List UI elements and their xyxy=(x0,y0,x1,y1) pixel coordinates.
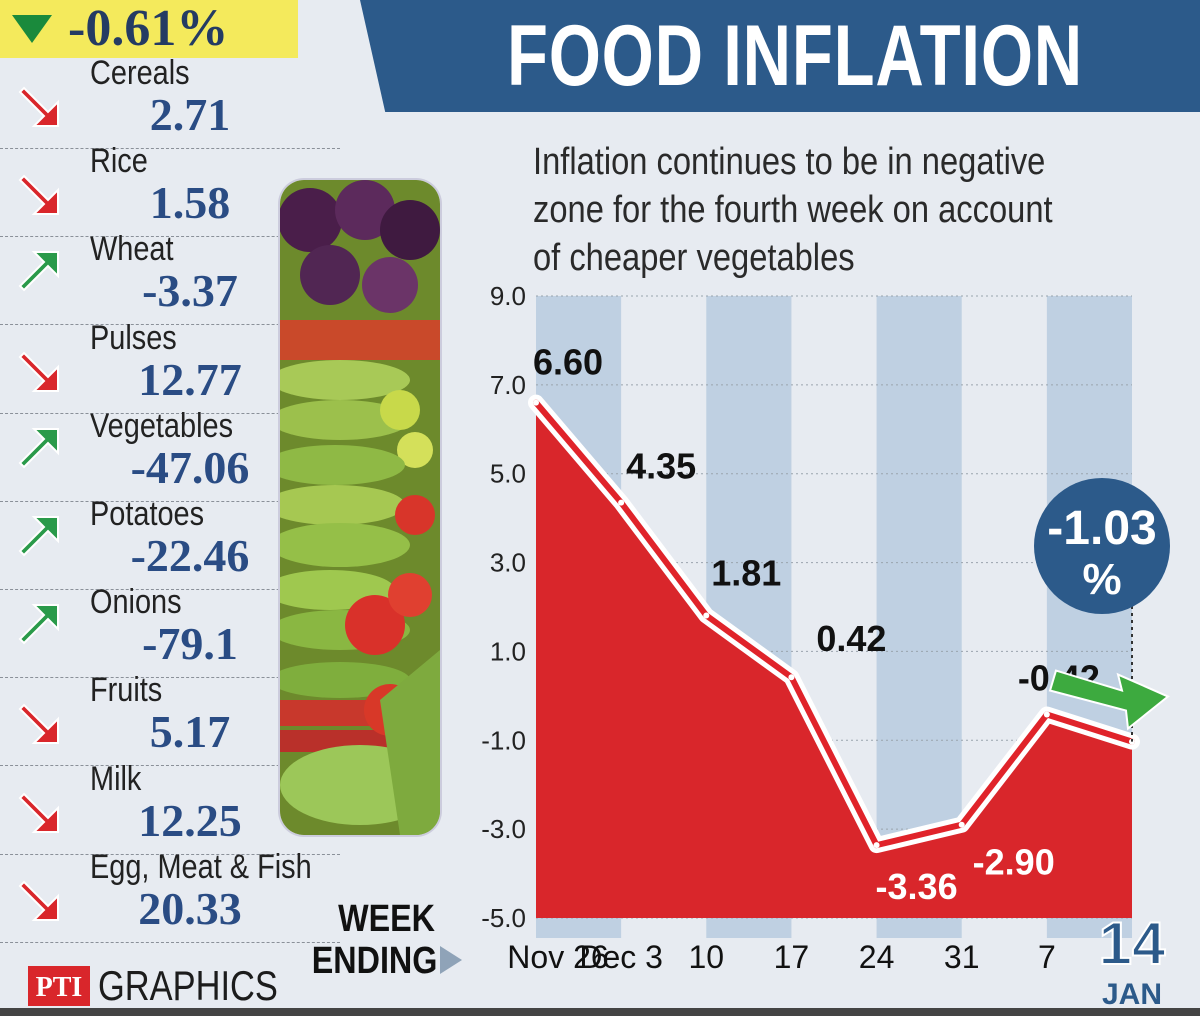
commodity-value: 12.77 xyxy=(138,353,242,405)
commodity-item: Vegetables -47.06 xyxy=(0,407,340,502)
y-tick-label: -5.0 xyxy=(481,903,526,933)
play-triangle-icon xyxy=(440,946,462,974)
commodity-name: Cereals xyxy=(90,54,190,92)
data-label: 1.81 xyxy=(711,552,781,593)
commodity-value: 20.33 xyxy=(138,882,242,934)
highlight-badge xyxy=(1034,478,1170,614)
commodity-name: Vegetables xyxy=(90,406,234,445)
vegetables-illustration xyxy=(280,180,440,835)
commodity-value: -79.1 xyxy=(142,618,238,670)
last-tick-day: 14 xyxy=(1099,910,1166,977)
data-point xyxy=(618,499,625,506)
y-tick-label: 1.0 xyxy=(490,636,526,666)
data-label: -3.36 xyxy=(876,866,958,907)
data-label: 4.35 xyxy=(626,446,696,487)
arrow-up-icon xyxy=(18,703,59,745)
data-point xyxy=(873,842,880,849)
commodity-item: Pulses 12.77 xyxy=(0,319,340,414)
y-tick-label: -3.0 xyxy=(481,814,526,844)
x-tick-label: Dec 3 xyxy=(579,939,663,975)
commodity-value: 5.17 xyxy=(149,706,231,758)
data-point xyxy=(703,612,710,619)
commodity-item: Fruits 5.17 xyxy=(0,671,340,767)
highlight-value: -1.03 xyxy=(1047,502,1156,555)
area-fill xyxy=(536,402,1132,919)
x-axis-label-line-2: ENDING xyxy=(311,940,438,982)
x-axis-label-line-1: WEEK xyxy=(338,898,435,940)
commodity-item: Cereals 2.71 xyxy=(0,54,340,149)
arrow-down-icon xyxy=(18,604,59,645)
arrow-up-icon xyxy=(18,174,59,216)
commodity-item: Rice 1.58 xyxy=(0,142,340,238)
arrow-up-icon xyxy=(18,880,59,921)
commodity-name: Fruits xyxy=(90,671,163,710)
series-line xyxy=(533,399,1135,849)
title-bar xyxy=(360,0,1200,112)
data-point xyxy=(958,821,965,828)
data-point xyxy=(788,674,795,681)
commodity-value: -22.46 xyxy=(130,530,250,581)
commodity-name: Rice xyxy=(90,142,148,181)
down-triangle-icon xyxy=(12,15,52,43)
commodity-name: Egg, Meat & Fish xyxy=(90,847,312,886)
x-tick-label: Nov 26 xyxy=(507,939,608,975)
arrow-up-icon xyxy=(18,792,59,833)
line-area-chart: 9.0 7.0 5.0 3.0 1.0 -1.0 -3.0 -5.0 6.60 4.35 1.81… xyxy=(481,281,1170,1010)
headline-value: -0.61% xyxy=(68,0,229,57)
data-label: 6.60 xyxy=(533,342,603,383)
vegetables-photo xyxy=(280,180,440,835)
commodity-name: Wheat xyxy=(90,230,174,269)
x-tick-label: 31 xyxy=(944,939,980,975)
x-axis-label: WEEK ENDING xyxy=(311,898,438,982)
arrow-up-icon xyxy=(18,351,59,392)
commodity-item: Egg, Meat & Fish 20.33 xyxy=(0,848,340,943)
y-tick-label: -1.0 xyxy=(481,725,526,755)
commodity-value: 2.71 xyxy=(149,89,231,140)
commodity-value: -47.06 xyxy=(130,441,250,493)
commodity-value: -3.37 xyxy=(142,265,238,317)
y-tick-label: 5.0 xyxy=(490,459,526,489)
trend-arrow-icon xyxy=(1048,669,1170,731)
pti-logo-text: PTI xyxy=(36,972,83,1003)
commodity-item: Milk 12.25 xyxy=(0,760,340,855)
highlight-unit: % xyxy=(1082,555,1121,604)
commodity-name: Pulses xyxy=(90,318,177,357)
y-tick-label: 3.0 xyxy=(490,548,526,578)
arrow-up-icon xyxy=(18,86,59,127)
commodity-item: Potatoes -22.46 xyxy=(0,495,340,590)
x-tick-label: 7 xyxy=(1038,939,1056,975)
y-tick-label: 9.0 xyxy=(490,281,526,311)
last-tick-month: JAN xyxy=(1102,978,1162,1010)
data-label: 0.42 xyxy=(816,618,886,659)
commodity-name: Milk xyxy=(90,759,142,798)
pti-logo-icon: PTI xyxy=(28,966,90,1006)
x-tick-label: 10 xyxy=(688,939,724,975)
arrow-down-icon xyxy=(18,427,59,469)
arrow-down-icon xyxy=(18,251,59,292)
arrow-down-icon xyxy=(18,516,59,557)
x-tick-label: 24 xyxy=(859,939,895,975)
y-tick-label: 7.0 xyxy=(490,370,526,400)
commodity-item: Onions -79.1 xyxy=(0,583,340,679)
commodity-name: Onions xyxy=(90,583,182,622)
data-point xyxy=(1043,711,1050,718)
x-tick-label: 17 xyxy=(774,939,810,975)
commodity-name: Potatoes xyxy=(90,495,205,533)
data-label: -2.90 xyxy=(973,842,1055,883)
chart-title: FOOD INFLATION xyxy=(506,8,1084,104)
commodity-value: 1.58 xyxy=(149,177,231,229)
credit-text: GRAPHICS xyxy=(98,962,278,1009)
chart-subtitle: Inflation continues to be in negative zo… xyxy=(533,141,1053,279)
bottom-rule xyxy=(0,1008,1200,1016)
data-point xyxy=(533,399,539,406)
commodity-item: Wheat -3.37 xyxy=(0,230,340,326)
commodity-value: 12.25 xyxy=(138,794,242,846)
